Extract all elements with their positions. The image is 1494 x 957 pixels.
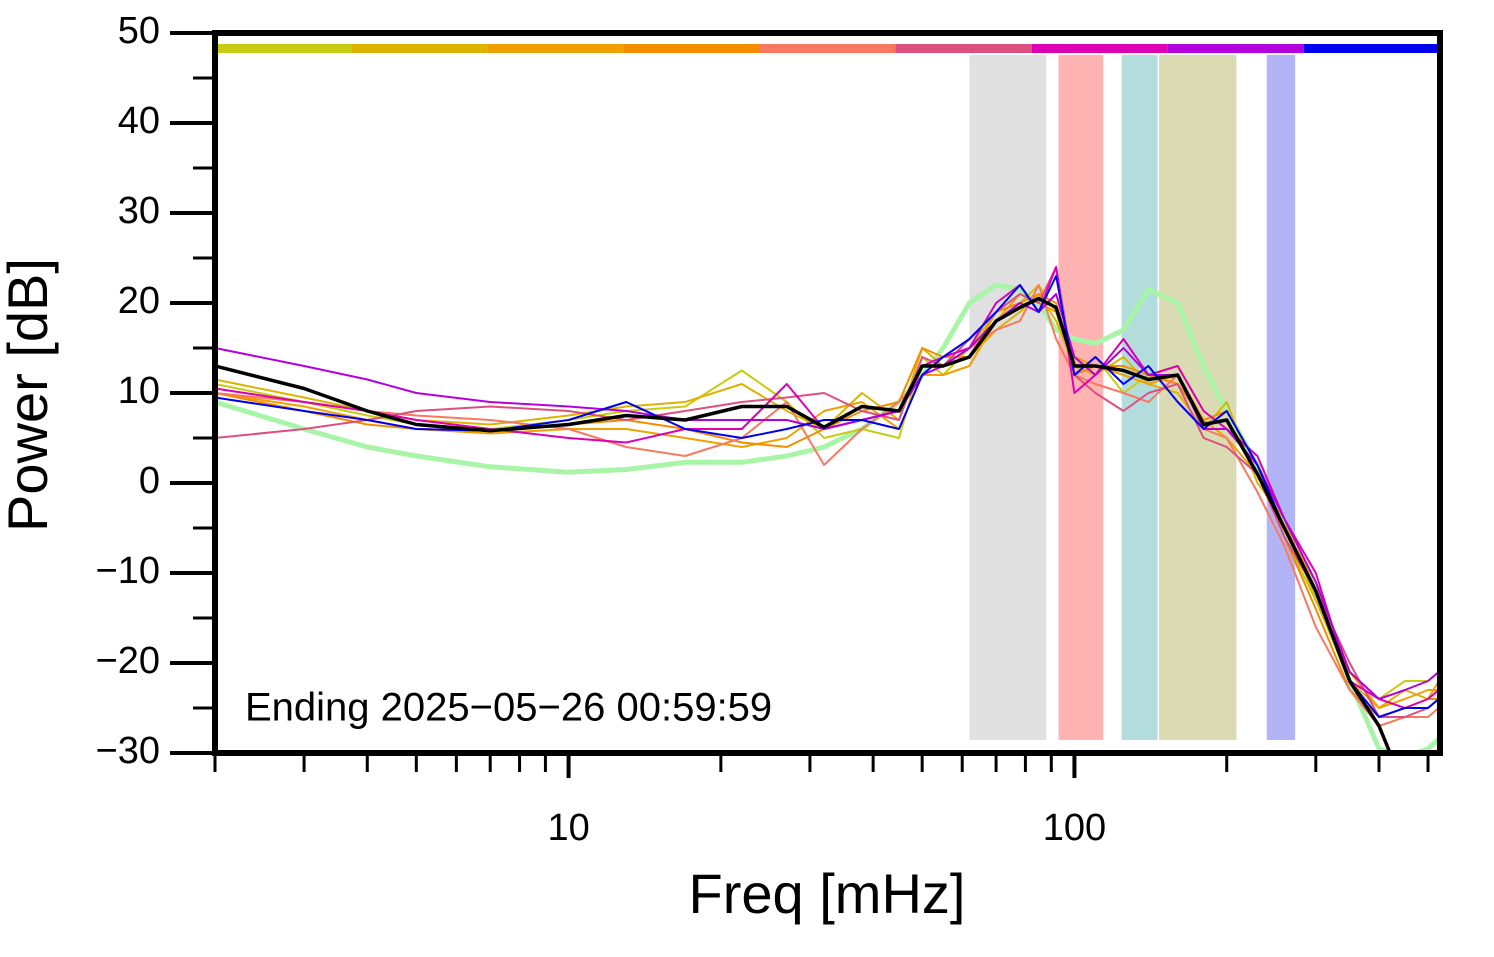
band (969, 55, 1047, 740)
color-bar-segment (1303, 44, 1440, 53)
x-tick-label: 10 (547, 807, 589, 849)
annotation: Ending 2025−05−26 00:59:59 (245, 686, 772, 730)
y-tick-label: 0 (139, 460, 160, 502)
band (1058, 55, 1104, 740)
series-line (215, 284, 1440, 727)
y-axis-label: Power [dB] (0, 258, 59, 532)
mean-line (215, 296, 1392, 753)
color-bar-segment (215, 44, 352, 53)
y-tick-label: −10 (96, 550, 160, 592)
y-tick-label: 20 (118, 280, 160, 322)
series-line (215, 275, 1440, 718)
y-tick-label: −30 (96, 730, 160, 772)
series-line (215, 293, 1439, 709)
series-line (215, 293, 1440, 700)
band (1266, 55, 1296, 740)
color-bar-segment (623, 44, 760, 53)
band (1121, 55, 1158, 740)
color-bar-segment (1031, 44, 1168, 53)
series-line (215, 266, 1440, 718)
color-bar-segment (895, 44, 1032, 53)
plot-frame (212, 30, 1443, 756)
series-line (215, 293, 1440, 709)
series-line (215, 284, 1440, 700)
y-tick-label: 50 (118, 10, 160, 52)
color-bar-segment (1167, 44, 1304, 53)
y-tick-label: 40 (118, 100, 160, 142)
color-bar-segment (487, 44, 624, 53)
x-tick-label: 100 (1043, 807, 1106, 849)
series-line (215, 293, 1439, 718)
color-bar-segment (351, 44, 488, 53)
y-tick-label: −20 (96, 640, 160, 682)
color-bar-segment (759, 44, 896, 53)
band (1159, 55, 1237, 740)
y-tick-label: 10 (118, 370, 160, 412)
x-axis-label: Freq [mHz] (689, 862, 966, 925)
y-tick-label: 30 (118, 190, 160, 232)
